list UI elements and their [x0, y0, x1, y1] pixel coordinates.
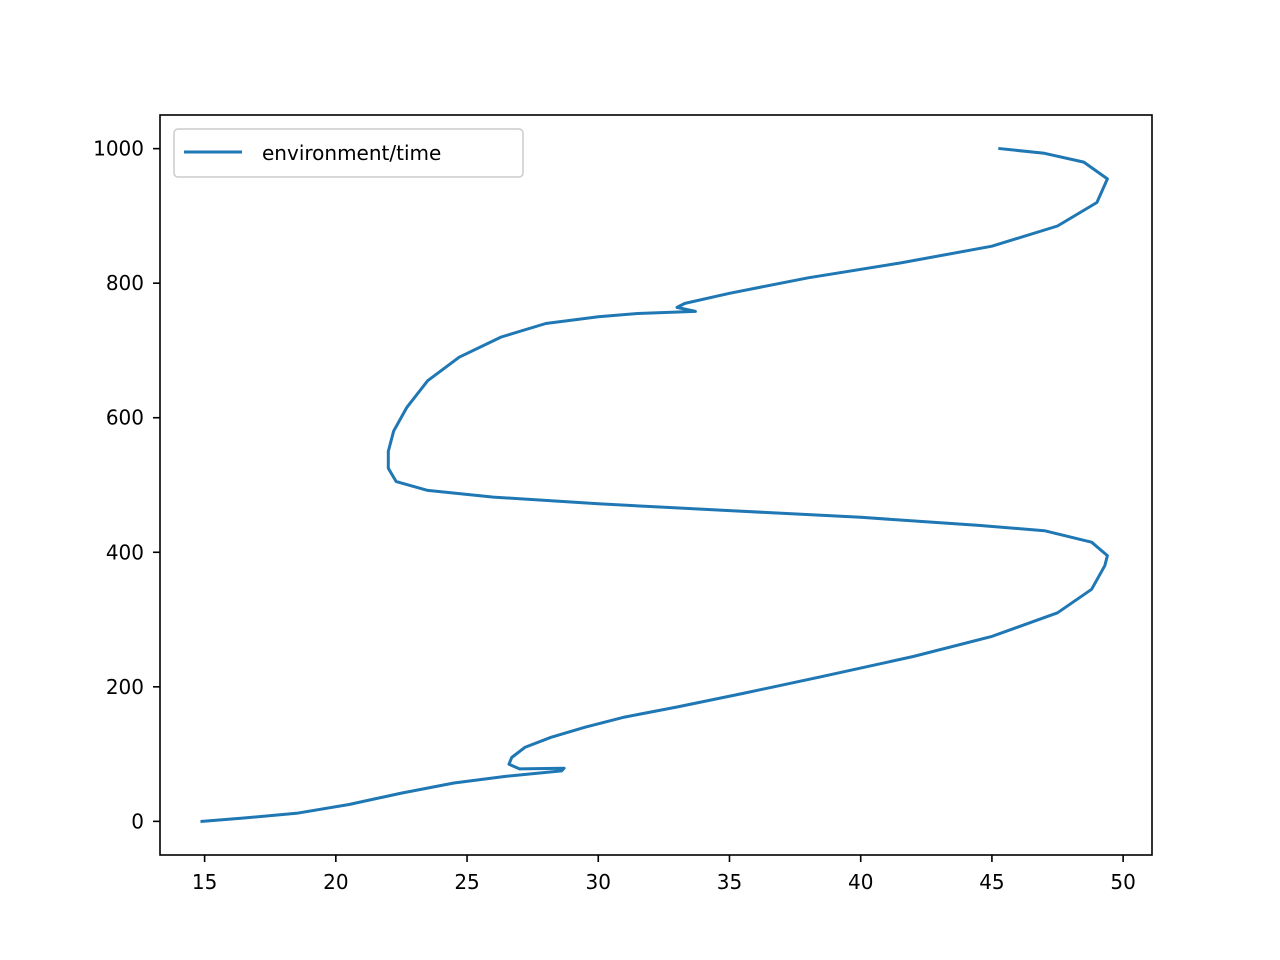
y-tick-label: 800 [106, 271, 144, 295]
x-tick-label: 25 [454, 870, 479, 894]
legend-box [173, 128, 524, 178]
y-tick-label: 600 [106, 406, 144, 430]
x-tick-label: 30 [586, 870, 611, 894]
x-tick-label: 35 [717, 870, 742, 894]
plot-area [200, 146, 1109, 824]
x-tick-label: 15 [192, 870, 217, 894]
y-tick-label: 200 [106, 675, 144, 699]
axes-frame [159, 114, 1153, 856]
x-tick-label: 50 [1110, 870, 1135, 894]
x-tick-label: 20 [323, 870, 348, 894]
legend-label: environment/time [262, 141, 441, 165]
x-tick-label: 45 [979, 870, 1004, 894]
y-tick-label: 0 [131, 809, 144, 833]
axes: 15 20 25 30 35 40 45 50 0 200 400 600 800 1000 [93, 114, 1153, 894]
legend: environment/time [173, 128, 524, 178]
y-tick-label: 400 [106, 540, 144, 564]
series-line-0 [200, 146, 1109, 824]
y-tick-label: 1000 [93, 137, 144, 161]
x-tick-label: 40 [848, 870, 873, 894]
